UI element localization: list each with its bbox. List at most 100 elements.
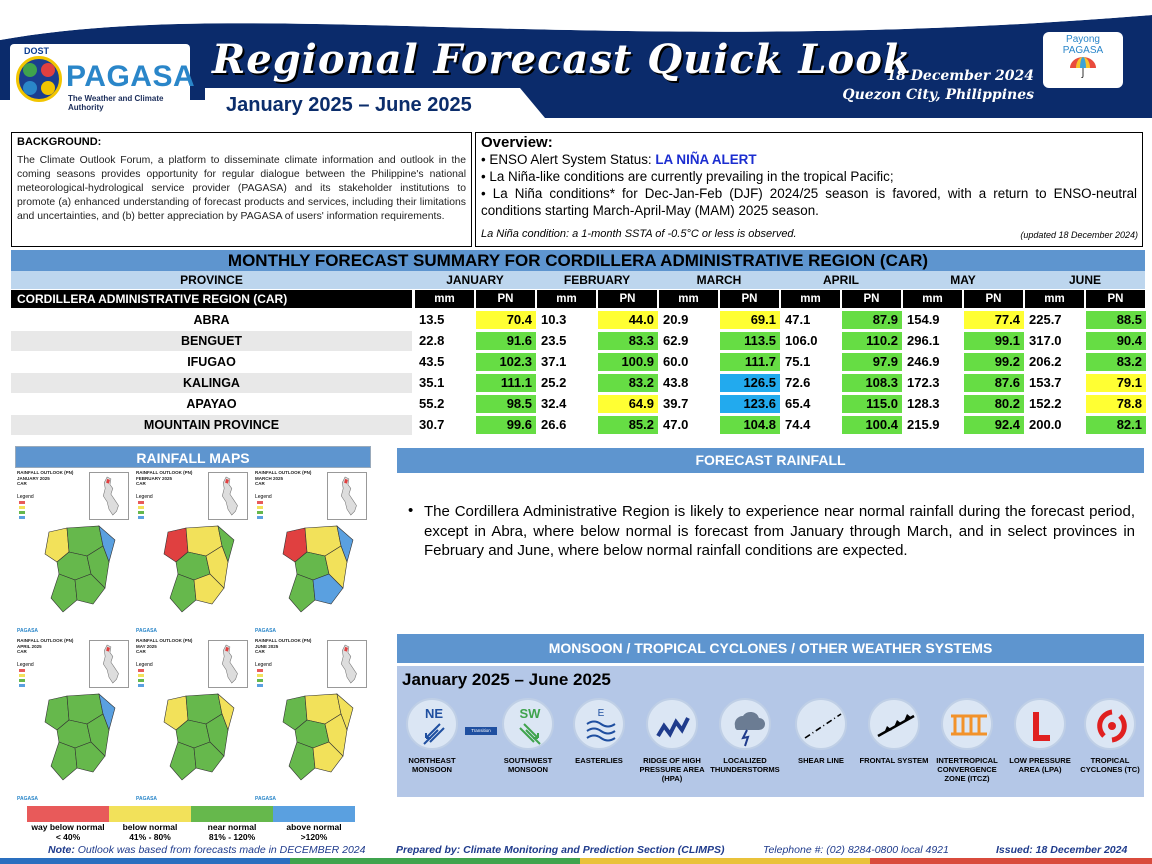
month-header: MAY xyxy=(950,273,976,287)
province-name: APAYAO xyxy=(186,397,237,411)
rainfall-mm-cell: 200.0 xyxy=(1029,417,1062,432)
issue-date: 18 December 2024 xyxy=(886,68,1034,84)
map-legend-swatch xyxy=(19,679,25,682)
rainfall-map-panel: RAINFALL OUTLOOK (PN) MARCH 2025 CAR Lege… xyxy=(253,470,371,636)
forecast-period: January 2025 – June 2025 xyxy=(226,94,472,116)
map-legend-swatch xyxy=(138,516,144,519)
southwest-monsoon-icon: SW xyxy=(502,698,554,750)
map-legend-swatch xyxy=(19,516,25,519)
unit-mm: mm xyxy=(537,290,596,308)
weather-system-item: FRONTAL SYSTEM xyxy=(859,698,929,765)
rainfall-mm-cell: 65.4 xyxy=(785,396,811,411)
rainfall-mm-cell: 10.3 xyxy=(541,312,567,327)
rainfall-map-caption: RAINFALL OUTLOOK (PN) JUNE 2025 CAR xyxy=(255,638,312,654)
rainfall-mm-cell: 206.2 xyxy=(1029,354,1062,369)
rainfall-mm-cell: 74.4 xyxy=(785,417,811,432)
rainfall-mm-cell: 39.7 xyxy=(663,396,689,411)
agency-name: PAGASA xyxy=(66,60,196,93)
weather-system-item: SW SOUTHWEST MONSOON xyxy=(493,698,563,774)
svg-text:E: E xyxy=(598,708,605,719)
legend-range: 81% - 120% xyxy=(208,832,256,842)
map-legend-swatch xyxy=(19,511,25,514)
month-header: APRIL xyxy=(823,273,859,287)
updated-note: (updated 18 December 2024) xyxy=(1020,230,1138,240)
la-nina-note: La Niña condition: a 1-month SSTA of -0.… xyxy=(481,228,797,240)
weather-system-label: EASTERLIES xyxy=(575,756,623,765)
legend-near-normal xyxy=(191,806,273,822)
rainfall-mm-cell: 22.8 xyxy=(419,333,445,348)
map-legend-swatch xyxy=(138,679,144,682)
percent-normal-cell: 102.3 xyxy=(476,353,536,371)
map-legend-swatch xyxy=(19,684,25,687)
unit-pn: PN xyxy=(476,290,535,308)
page-title: Regional Forecast Quick Look xyxy=(212,36,912,83)
table-row: MOUNTAIN PROVINCE 30.7 99.6 26.6 85.2 47.0 104… xyxy=(11,415,1146,436)
weather-system-item: INTERTROPICAL CONVERGENCE ZONE (ITCZ) xyxy=(932,698,1002,783)
legend-range: >120% xyxy=(300,832,328,842)
unit-mm: mm xyxy=(415,290,474,308)
weather-system-label: FRONTAL SYSTEM xyxy=(859,756,929,765)
legend-label: below normal xyxy=(122,822,178,832)
weather-systems-period: January 2025 – June 2025 xyxy=(402,670,611,689)
rainfall-mm-cell: 23.5 xyxy=(541,333,567,348)
weather-systems-panel: January 2025 – June 2025 Transition NE NO… xyxy=(397,666,1144,797)
rainfall-mm-cell: 152.2 xyxy=(1029,396,1062,411)
rainfall-mm-cell: 37.1 xyxy=(541,354,567,369)
overview-line-3: • La Niña conditions* for Dec-Jan-Feb (D… xyxy=(481,186,1137,218)
rainfall-mm-cell: 55.2 xyxy=(419,396,445,411)
percent-normal-cell: 115.0 xyxy=(842,395,902,413)
legend-range: 41% - 80% xyxy=(129,832,171,842)
percent-normal-cell: 80.2 xyxy=(964,395,1024,413)
unit-pn: PN xyxy=(720,290,779,308)
rainfall-map-caption: RAINFALL OUTLOOK (PN) JANUARY 2025 CAR xyxy=(17,470,74,486)
itcz-icon xyxy=(941,698,993,750)
rainfall-mm-cell: 43.8 xyxy=(663,375,689,390)
thunderstorm-icon xyxy=(719,698,771,750)
percent-normal-cell: 85.2 xyxy=(598,416,658,434)
header-banner xyxy=(0,0,1152,118)
umbrella-icon xyxy=(1070,57,1096,79)
month-header: MARCH xyxy=(696,273,742,287)
table-row: KALINGA 35.1 111.1 25.2 83.2 43.8 126.5 72.6 108… xyxy=(11,373,1146,394)
footer: Note: Outlook was based from forecasts m… xyxy=(0,842,1152,864)
map-legend-swatch xyxy=(257,511,263,514)
map-legend-swatch xyxy=(19,674,25,677)
unit-pn: PN xyxy=(964,290,1023,308)
percent-normal-cell: 110.2 xyxy=(842,332,902,350)
map-legend-title: Legend xyxy=(136,494,153,500)
philippines-inset-map xyxy=(208,472,248,520)
percent-normal-cell: 83.2 xyxy=(1086,353,1146,371)
rainfall-mm-cell: 172.3 xyxy=(907,375,940,390)
unit-mm: mm xyxy=(781,290,840,308)
table-row: IFUGAO 43.5 102.3 37.1 100.9 60.0 111.7 75.1 97.… xyxy=(11,352,1146,373)
weather-system-item: RIDGE OF HIGH PRESSURE AREA (HPA) xyxy=(637,698,707,783)
percent-normal-cell: 108.3 xyxy=(842,374,902,392)
easterlies-icon: E xyxy=(573,698,625,750)
footer-note-label: Note: xyxy=(48,844,75,856)
map-legend-swatch xyxy=(257,506,263,509)
weather-system-item: LOCALIZED THUNDERSTORMS xyxy=(710,698,780,774)
issue-place: Quezon City, Philippines xyxy=(842,87,1034,103)
payong-label: Payong xyxy=(1066,34,1100,45)
table-row: BENGUET 22.8 91.6 23.5 83.3 62.9 113.5 106.0 110… xyxy=(11,331,1146,352)
rainfall-maps: RAINFALL OUTLOOK (PN) JANUARY 2025 CAR Le… xyxy=(15,470,371,806)
province-name: MOUNTAIN PROVINCE xyxy=(11,415,412,435)
enso-status-prefix: • ENSO Alert System Status: xyxy=(481,152,656,167)
rainfall-legend xyxy=(27,806,355,822)
map-legend-title: Legend xyxy=(255,494,272,500)
map-legend-title: Legend xyxy=(17,662,34,668)
forecast-rainfall-title: FORECAST RAINFALL xyxy=(397,448,1144,473)
table-row: ABRA 13.5 70.4 10.3 44.0 20.9 69.1 47.1 87.9 154.… xyxy=(11,310,1146,331)
percent-normal-cell: 111.7 xyxy=(720,353,780,371)
percent-normal-cell: 83.2 xyxy=(598,374,658,392)
ridge-hpa-icon xyxy=(646,698,698,750)
percent-normal-cell: 70.4 xyxy=(476,311,536,329)
map-pagasa-logo: PAGASA xyxy=(255,796,277,802)
table-row: APAYAO 55.2 98.5 32.4 64.9 39.7 123.6 65.4 115.0… xyxy=(11,394,1146,415)
table-title: MONTHLY FORECAST SUMMARY FOR CORDILLERA … xyxy=(11,250,1145,271)
rainfall-map-panel: RAINFALL OUTLOOK (PN) APRIL 2025 CAR Lege… xyxy=(15,638,133,804)
rainfall-mm-cell: 20.9 xyxy=(663,312,689,327)
weather-system-item: SHEAR LINE xyxy=(786,698,856,765)
percent-normal-cell: 104.8 xyxy=(720,416,780,434)
table-subheader: CORDILLERA ADMINISTRATIVE REGION (CAR) m… xyxy=(11,290,1145,308)
